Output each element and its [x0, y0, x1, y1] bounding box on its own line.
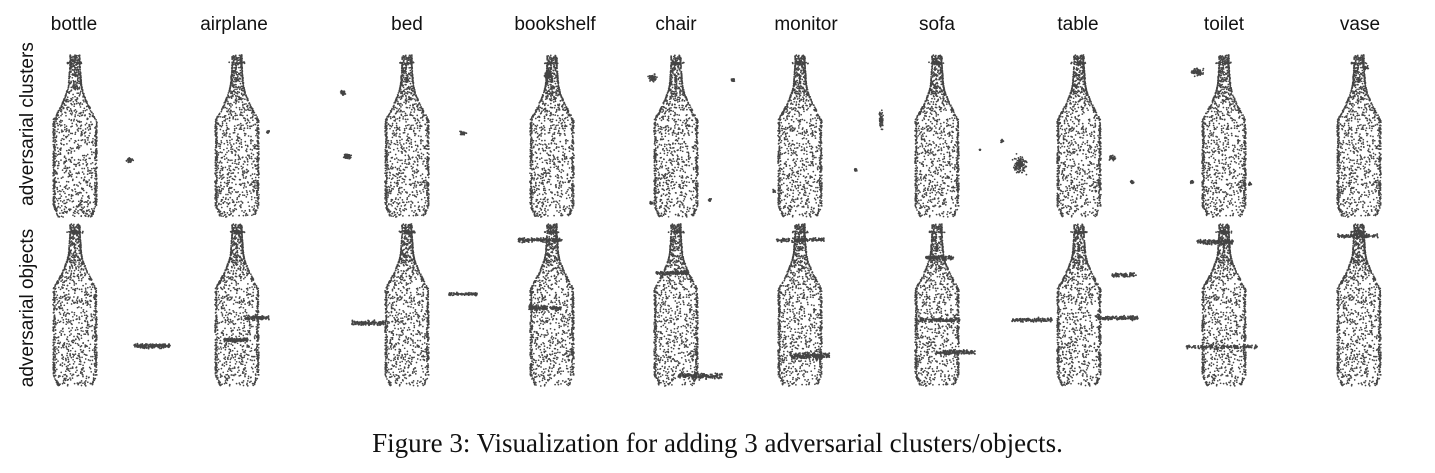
- point-cloud-clusters-table: [1000, 54, 1135, 218]
- point-cloud-objects-bed: [351, 223, 478, 387]
- point-cloud-clusters-bookshelf: [529, 54, 575, 217]
- point-cloud-objects-table: [1011, 223, 1139, 386]
- col-label-airplane: airplane: [174, 14, 294, 36]
- point-cloud-objects-bottle: [52, 223, 171, 387]
- point-cloud-clusters-vase: [1336, 54, 1382, 218]
- col-label-bookshelf: bookshelf: [495, 14, 615, 36]
- figure-caption: Figure 3: Visualization for adding 3 adv…: [0, 428, 1435, 459]
- col-label-toilet: toilet: [1164, 14, 1284, 36]
- col-label-sofa: sofa: [877, 14, 997, 36]
- point-cloud-clusters-bed: [340, 54, 467, 218]
- point-cloud-objects-airplane: [214, 223, 270, 387]
- point-cloud-objects-sofa: [914, 223, 976, 387]
- point-cloud-clusters-airplane: [214, 54, 270, 218]
- point-cloud-objects-chair: [653, 223, 723, 387]
- col-label-table: table: [1018, 14, 1138, 36]
- point-cloud-clusters-chair: [647, 54, 735, 217]
- col-label-monitor: monitor: [746, 14, 866, 36]
- point-cloud-clusters-monitor: [772, 54, 858, 217]
- col-label-vase: vase: [1300, 14, 1420, 36]
- row-label-adversarial-objects: adversarial objects: [17, 198, 39, 418]
- col-label-bed: bed: [347, 14, 467, 36]
- point-cloud-objects-bookshelf: [518, 223, 575, 387]
- point-cloud-clusters-sofa: [879, 54, 982, 217]
- point-cloud-clusters-bottle: [52, 54, 134, 218]
- point-cloud-objects-vase: [1336, 223, 1382, 387]
- point-cloud-clusters-toilet: [1190, 54, 1252, 218]
- point-cloud-objects-monitor: [776, 223, 830, 387]
- point-cloud-objects-toilet: [1186, 223, 1258, 387]
- col-label-chair: chair: [616, 14, 736, 36]
